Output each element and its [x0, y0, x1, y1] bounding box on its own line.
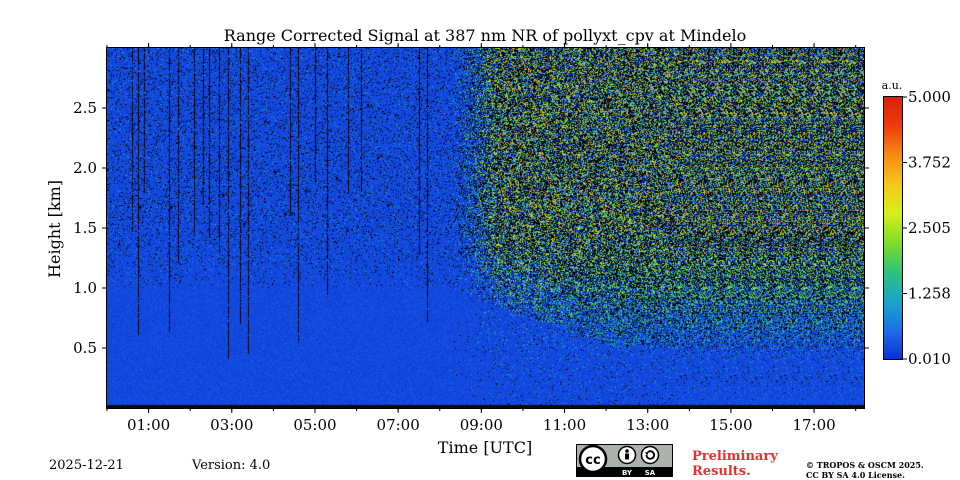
copyright-line-1: © TROPOS & OSCM 2025. — [806, 460, 924, 470]
y-tick-label: 2.0 — [73, 159, 97, 177]
colorbar-tick-label: 0.010 — [908, 350, 951, 368]
colorbar — [883, 96, 903, 360]
y-tick-label: 2.5 — [73, 99, 97, 117]
y-tick-label: 0.5 — [73, 339, 97, 357]
by-label: BY — [622, 469, 633, 477]
copyright-line-2: CC BY SA 4.0 License. — [806, 470, 905, 480]
x-tick-label: 11:00 — [543, 416, 586, 434]
y-tick-label: 1.5 — [73, 219, 97, 237]
y-tick-label: 1.0 — [73, 279, 97, 297]
cc-license-badge: cc BY SA — [576, 444, 673, 477]
cc-icon-text: cc — [585, 453, 600, 468]
colorbar-tick-label: 1.258 — [908, 285, 951, 303]
x-tick-label: 13:00 — [626, 416, 669, 434]
footer-version: Version: 4.0 — [192, 458, 271, 473]
cc-icon — [578, 444, 608, 474]
colorbar-ticks: 5.000 3.752 2.505 1.258 0.010 — [903, 88, 951, 368]
x-tick-label: 15:00 — [709, 416, 752, 434]
preliminary-results-note: Preliminary Results. — [692, 449, 778, 479]
x-tick-label: 17:00 — [792, 416, 835, 434]
x-tick-label: 07:00 — [377, 416, 420, 434]
share-alike-icon — [640, 445, 660, 465]
chart-title: Range Corrected Signal at 387 nm NR of p… — [224, 26, 747, 45]
y-axis: 0.5 1.0 1.5 2.0 2.5 — [73, 99, 869, 357]
x-axis: 01:00 03:00 05:00 07:00 09:00 11:00 13:00 15:00… — [106, 43, 857, 434]
x-tick-label: 09:00 — [460, 416, 503, 434]
colorbar-tick-label: 3.752 — [908, 154, 951, 172]
preliminary-line-2: Results. — [692, 464, 751, 479]
x-tick-label: 05:00 — [293, 416, 336, 434]
colorbar-tick-label: 5.000 — [908, 88, 951, 106]
x-tick-label: 01:00 — [127, 416, 170, 434]
colorbar-tick-label: 2.505 — [908, 219, 951, 237]
preliminary-line-1: Preliminary — [692, 449, 778, 464]
x-axis-label: Time [UTC] — [438, 438, 532, 457]
heatmap-area — [107, 48, 864, 408]
copyright-note: © TROPOS & OSCM 2025. CC BY SA 4.0 Licen… — [806, 460, 924, 480]
sa-label: SA — [645, 469, 656, 477]
y-axis-label: Height [km] — [45, 180, 64, 278]
footer-date: 2025-12-21 — [49, 458, 124, 473]
heatmap-canvas — [107, 48, 864, 408]
colorbar-unit: a.u. — [882, 79, 903, 92]
x-tick-label: 03:00 — [210, 416, 253, 434]
